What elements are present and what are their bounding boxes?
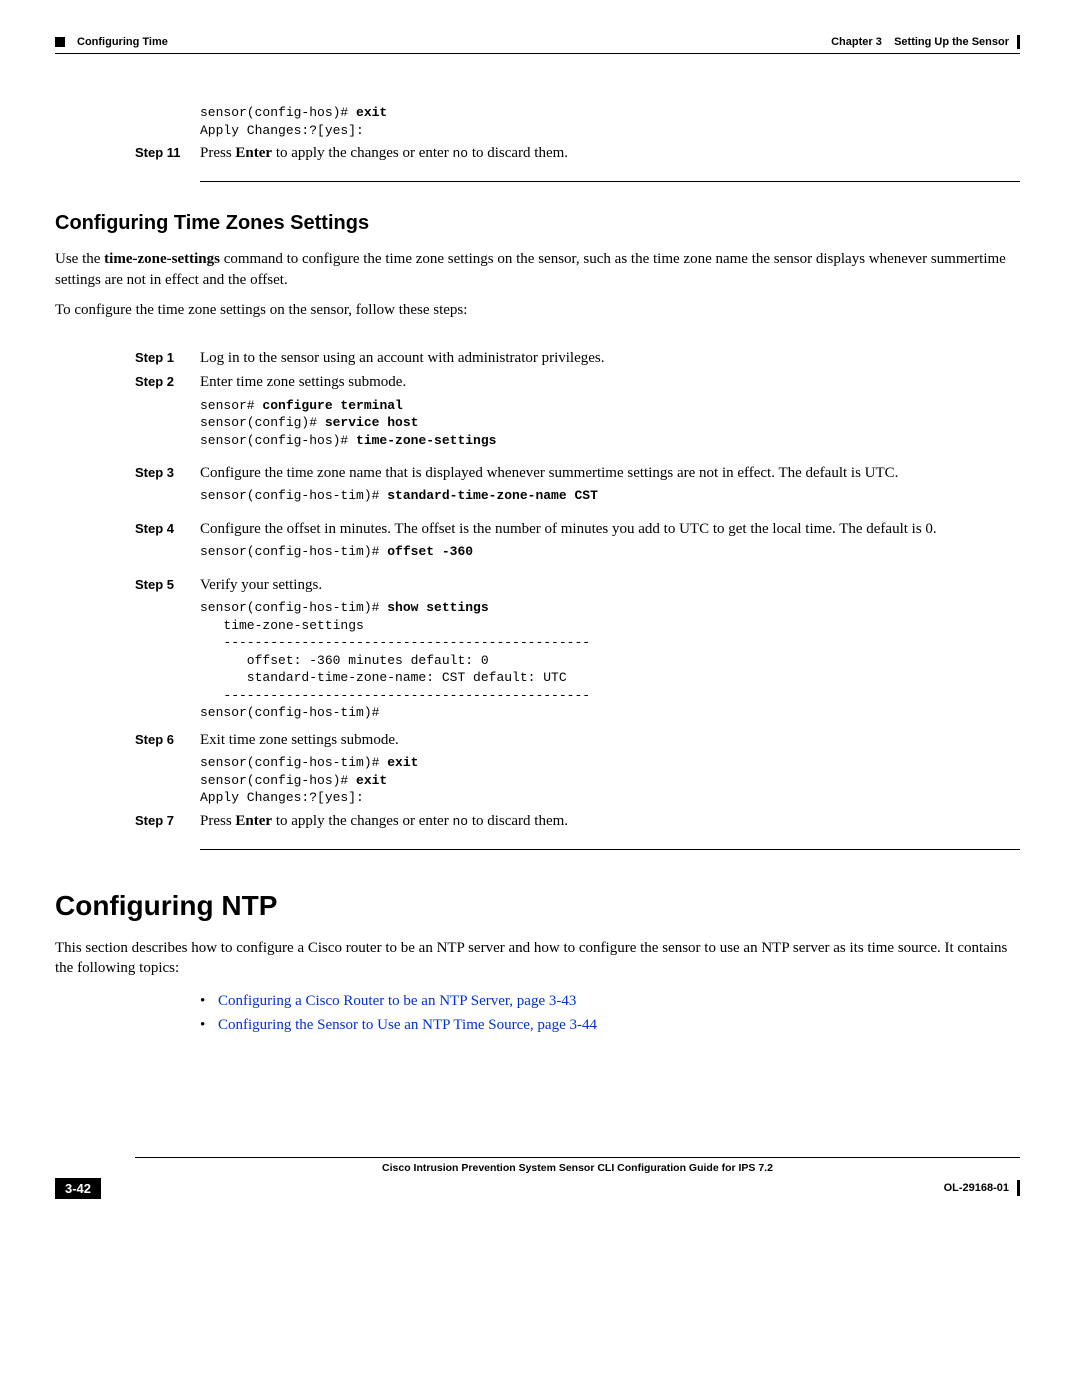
step-body: Log in to the sensor using an account wi… — [200, 348, 1020, 368]
code-prompt: sensor(config-hos)# — [200, 433, 356, 448]
doc-id: OL-29168-01 — [944, 1182, 1009, 1194]
code-block: sensor(config-hos-tim)# exit sensor(conf… — [200, 754, 1020, 807]
step-label: Step 4 — [135, 521, 200, 536]
code-prompt: sensor(config-hos)# — [200, 105, 356, 120]
code-block: sensor# configure terminal sensor(config… — [200, 397, 1020, 450]
tz-step5: Step 5 Verify your settings. — [55, 575, 1020, 595]
kw: time-zone-settings — [104, 251, 220, 267]
t: Use the — [55, 251, 104, 267]
code-inline: no — [452, 146, 468, 161]
code-cmd: standard-time-zone-name CST — [387, 488, 598, 503]
step-11: Step 11 Press Enter to apply the changes… — [55, 143, 1020, 163]
code-block: sensor(config-hos-tim)# show settings ti… — [200, 599, 1020, 722]
page: Configuring Time Chapter 3 Setting Up th… — [0, 0, 1080, 1229]
section-rule — [200, 849, 1020, 850]
code-line: Apply Changes:?[yes]: — [200, 123, 364, 138]
page-footer: Cisco Intrusion Prevention System Sensor… — [55, 1157, 1020, 1199]
tz-step7: Step 7 Press Enter to apply the changes … — [55, 811, 1020, 831]
t: to apply the changes or enter — [272, 813, 452, 829]
code-block: sensor(config-hos-tim)# offset -360 — [200, 543, 1020, 561]
code-inline: no — [452, 814, 468, 829]
step-label: Step 11 — [135, 145, 200, 160]
step-body: Configure the time zone name that is dis… — [200, 463, 1020, 483]
code-cmd: exit — [356, 773, 387, 788]
link-ntp-router[interactable]: Configuring a Cisco Router to be an NTP … — [218, 993, 576, 1009]
link-ntp-sensor[interactable]: Configuring the Sensor to Use an NTP Tim… — [218, 1017, 597, 1033]
tz-step1: Step 1 Log in to the sensor using an acc… — [55, 348, 1020, 368]
code-line: offset: -360 minutes default: 0 — [200, 653, 489, 668]
t: to apply the changes or enter — [272, 145, 452, 161]
header-chapter: Chapter 3 — [831, 36, 882, 48]
header-title: Setting Up the Sensor — [894, 36, 1009, 48]
code-cmd: show settings — [387, 600, 488, 615]
section-rule — [200, 181, 1020, 182]
footer-bottom: 3-42 OL-29168-01 — [55, 1178, 1020, 1199]
header-bar-icon — [1017, 35, 1020, 49]
code-cmd: time-zone-settings — [356, 433, 496, 448]
list-item: Configuring the Sensor to Use an NTP Tim… — [200, 1013, 1020, 1037]
ntp-links: Configuring a Cisco Router to be an NTP … — [200, 989, 1020, 1037]
code-prompt: sensor(config-hos-tim)# — [200, 488, 387, 503]
footer-left: 3-42 — [55, 1178, 101, 1199]
step-body: Verify your settings. — [200, 575, 1020, 595]
kw: Enter — [235, 813, 272, 829]
code-block: sensor(config-hos-tim)# standard-time-zo… — [200, 487, 1020, 505]
code-cmd: configure terminal — [262, 398, 402, 413]
header-section: Configuring Time — [77, 36, 168, 48]
tz-step2: Step 2 Enter time zone settings submode. — [55, 372, 1020, 392]
step-label: Step 2 — [135, 374, 200, 389]
code-line: standard-time-zone-name: CST default: UT… — [200, 670, 567, 685]
code-line: time-zone-settings — [200, 618, 364, 633]
code-cmd: offset -360 — [387, 544, 473, 559]
code-prompt: sensor(config-hos-tim)# — [200, 600, 387, 615]
tz-step4: Step 4 Configure the offset in minutes. … — [55, 519, 1020, 539]
header-rule — [55, 53, 1020, 54]
code-line: sensor(config-hos-tim)# — [200, 705, 379, 720]
tz-step3: Step 3 Configure the time zone name that… — [55, 463, 1020, 483]
code-line: ----------------------------------------… — [200, 688, 590, 703]
page-header: Configuring Time Chapter 3 Setting Up th… — [55, 35, 1020, 49]
step-label: Step 5 — [135, 577, 200, 592]
step-body: Configure the offset in minutes. The off… — [200, 519, 1020, 539]
footer-title: Cisco Intrusion Prevention System Sensor… — [135, 1162, 1020, 1174]
code-prompt: sensor(config-hos-tim)# — [200, 544, 387, 559]
heading-ntp: Configuring NTP — [55, 890, 1020, 922]
tz-step6: Step 6 Exit time zone settings submode. — [55, 730, 1020, 750]
code-prompt: sensor# — [200, 398, 262, 413]
t: Press — [200, 145, 235, 161]
footer-rule — [135, 1157, 1020, 1158]
ntp-para: This section describes how to configure … — [55, 938, 1020, 979]
step-body: Press Enter to apply the changes or ente… — [200, 143, 1020, 163]
footer-right: OL-29168-01 — [944, 1180, 1020, 1196]
step-body: Exit time zone settings submode. — [200, 730, 1020, 750]
step-label: Step 1 — [135, 350, 200, 365]
page-number-badge: 3-42 — [55, 1178, 101, 1199]
kw: Enter — [235, 145, 272, 161]
step-body: Press Enter to apply the changes or ente… — [200, 811, 1020, 831]
code-cmd: exit — [356, 105, 387, 120]
code-block: sensor(config-hos)# exit Apply Changes:?… — [200, 104, 1020, 139]
code-line: ----------------------------------------… — [200, 635, 590, 650]
square-icon — [55, 37, 65, 47]
t: to discard them. — [468, 145, 568, 161]
list-item: Configuring a Cisco Router to be an NTP … — [200, 989, 1020, 1013]
step-label: Step 6 — [135, 732, 200, 747]
step-body: Enter time zone settings submode. — [200, 372, 1020, 392]
tz-intro2: To configure the time zone settings on t… — [55, 300, 1020, 320]
code-line: Apply Changes:?[yes]: — [200, 790, 364, 805]
tz-intro: Use the time-zone-settings command to co… — [55, 249, 1020, 290]
step-label: Step 7 — [135, 813, 200, 828]
footer-bar-icon — [1017, 1180, 1020, 1196]
code-prompt: sensor(config-hos)# — [200, 773, 356, 788]
code-cmd: service host — [325, 415, 419, 430]
code-prompt: sensor(config-hos-tim)# — [200, 755, 387, 770]
step-label: Step 3 — [135, 465, 200, 480]
t: to discard them. — [468, 813, 568, 829]
code-prompt: sensor(config)# — [200, 415, 325, 430]
heading-tz: Configuring Time Zones Settings — [55, 212, 1020, 235]
header-left: Configuring Time — [55, 36, 168, 48]
code-cmd: exit — [387, 755, 418, 770]
t: Press — [200, 813, 235, 829]
header-right: Chapter 3 Setting Up the Sensor — [831, 35, 1020, 49]
